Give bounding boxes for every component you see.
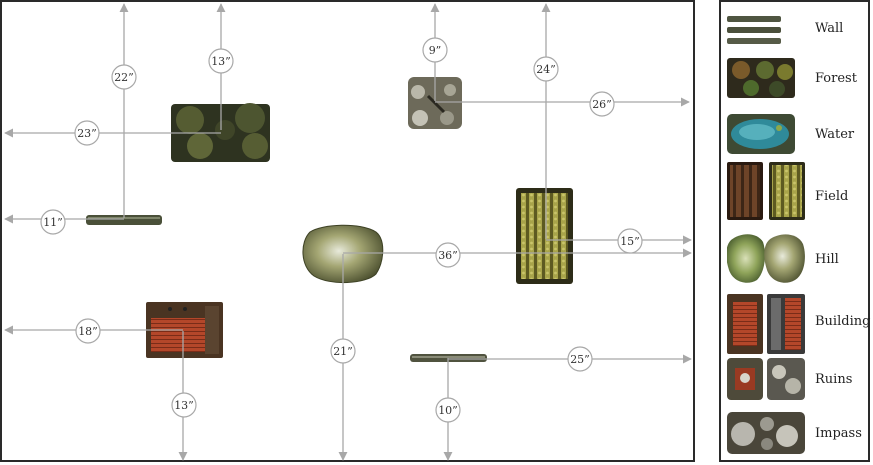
measure-label-23: 23” [74,120,100,146]
measure-label-10: 10” [435,397,461,423]
legend-label-impass: Impass [815,426,862,441]
hill-terrain [302,224,384,284]
legend-label-ruins: Ruins [815,372,853,387]
measure-label-9: 9” [422,37,448,63]
legend-item-hill: Hill [721,232,868,288]
measure-label-24: 24” [533,56,559,82]
measure-label-15: 15” [617,228,643,254]
measure-label-13-building: 13” [171,392,197,418]
svg-text:13”: 13” [174,399,194,412]
svg-text:22”: 22” [114,71,134,84]
measure-label-26: 26” [589,91,615,117]
measure-label-22: 22” [111,64,137,90]
forest-icon [727,58,795,98]
legend-label-forest: Forest [815,71,857,86]
measure-label-25: 25” [567,346,593,372]
ruins-terrain [408,77,462,129]
legend-item-field: Field [721,162,868,224]
svg-text:15”: 15” [620,235,640,248]
svg-text:23”: 23” [77,127,97,140]
measure-label-36: 36” [435,242,461,268]
svg-text:24”: 24” [536,63,556,76]
svg-text:9”: 9” [429,44,442,57]
legend: Wall Forest Water Field [719,0,870,462]
legend-item-building: Building [721,294,871,358]
hill-icon [727,234,805,283]
legend-label-hill: Hill [815,252,839,267]
legend-label-wall: Wall [815,21,844,36]
field-terrain [516,188,573,284]
legend-item-forest: Forest [721,58,868,102]
legend-label-building: Building [815,314,871,329]
legend-item-water: Water [721,114,868,158]
svg-text:13”: 13” [211,55,231,68]
water-icon [727,114,795,154]
legend-label-field: Field [815,189,849,204]
svg-text:25”: 25” [570,353,590,366]
legend-label-water: Water [815,127,855,142]
svg-text:10”: 10” [438,404,458,417]
measure-label-13-forest: 13” [208,48,234,74]
building-terrain [146,302,223,358]
measure-label-11: 11” [40,209,66,235]
ruins-icon [727,358,805,400]
impass-icon [727,412,805,454]
measure-label-21: 21” [330,338,356,364]
building-icon [727,294,805,354]
legend-item-ruins: Ruins [721,358,868,404]
svg-text:36”: 36” [438,249,458,262]
legend-item-wall: Wall [721,12,868,52]
wall-icon [727,16,781,44]
measure-label-18: 18” [75,318,101,344]
svg-text:18”: 18” [78,325,98,338]
field-icon [727,162,805,220]
svg-text:11”: 11” [43,216,63,229]
svg-text:21”: 21” [333,345,353,358]
legend-item-impass: Impass [721,412,868,458]
svg-text:26”: 26” [592,98,612,111]
